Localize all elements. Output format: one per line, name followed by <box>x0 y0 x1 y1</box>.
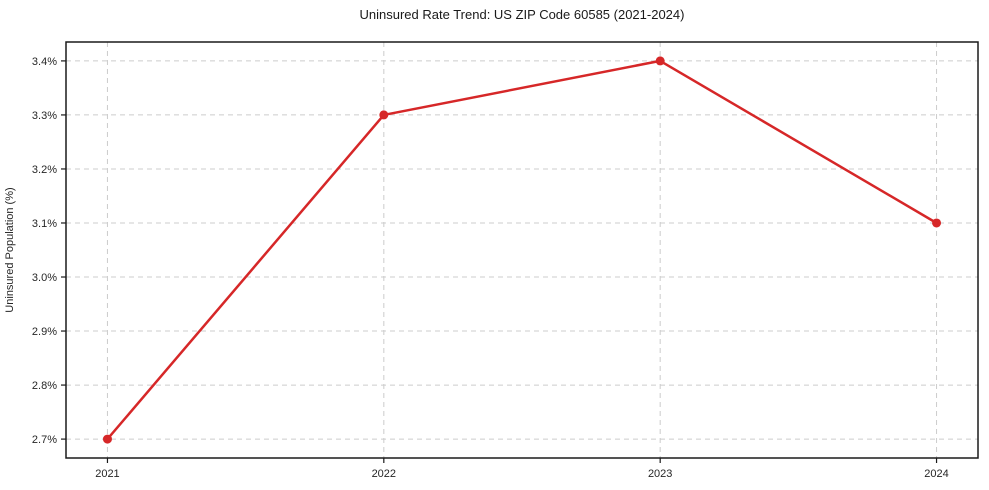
y-tick-label: 3.3% <box>32 110 57 122</box>
x-tick-label: 2021 <box>95 468 119 480</box>
x-tick-label: 2024 <box>924 468 948 480</box>
chart-title: Uninsured Rate Trend: US ZIP Code 60585 … <box>359 7 685 22</box>
data-point <box>379 110 389 120</box>
y-tick-label: 2.8% <box>32 380 57 392</box>
y-tick-label: 3.0% <box>32 272 57 284</box>
data-point <box>102 434 112 444</box>
data-point <box>932 218 942 228</box>
y-tick-label: 2.7% <box>32 434 57 446</box>
x-tick-label: 2022 <box>372 468 396 480</box>
plot-border <box>65 41 979 459</box>
trend-line <box>106 59 938 441</box>
data-point <box>655 56 665 66</box>
y-tick-label: 3.4% <box>32 56 57 68</box>
y-tick-label: 3.1% <box>32 218 57 230</box>
y-tick-label: 2.9% <box>32 326 57 338</box>
x-tick-label: 2023 <box>648 468 672 480</box>
y-tick-label: 3.2% <box>32 164 57 176</box>
